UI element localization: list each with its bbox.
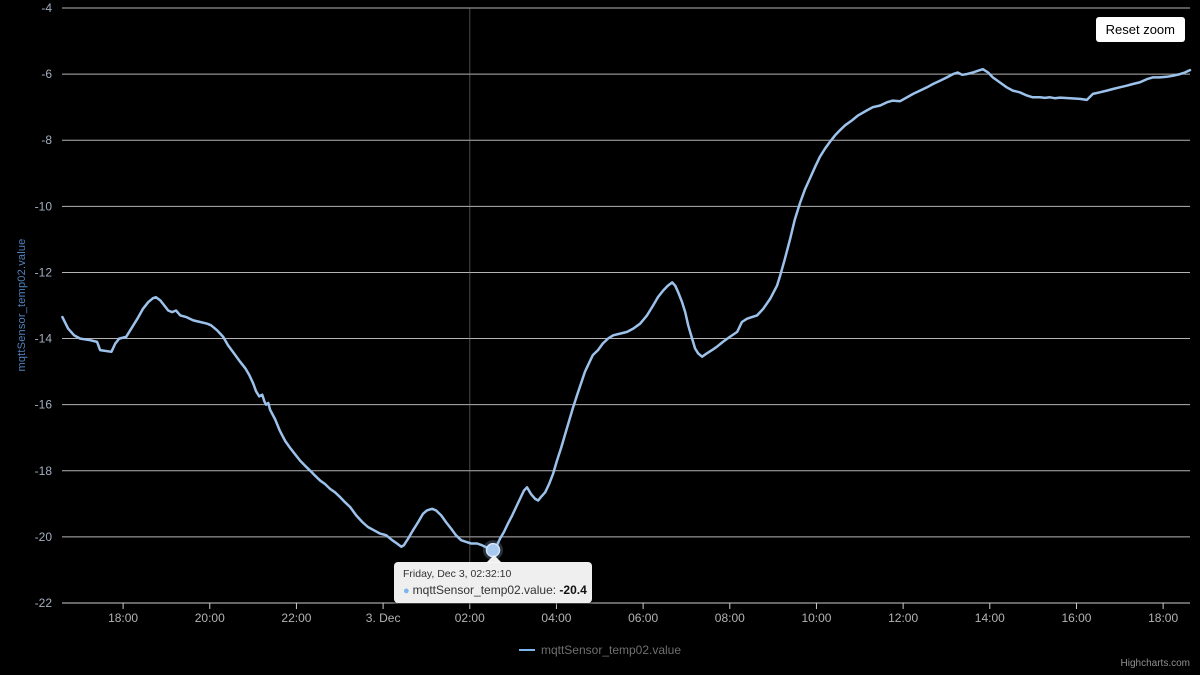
legend-line-icon <box>518 649 535 651</box>
highcharts-credits[interactable]: Highcharts.com <box>1120 658 1190 669</box>
y-axis-tick-label: -10 <box>35 199 53 213</box>
x-axis-tick-label: 3. Dec <box>366 611 401 625</box>
x-axis-tick-label: 06:00 <box>628 611 658 625</box>
legend-label: mqttSensor_temp02.value <box>540 643 682 657</box>
y-axis-tick-label: -20 <box>35 530 53 544</box>
y-axis-tick-label: -8 <box>41 133 52 147</box>
x-axis-tick-label: 08:00 <box>715 611 745 625</box>
y-axis-tick-label: -4 <box>41 1 52 15</box>
y-axis-tick-label: -12 <box>35 265 53 279</box>
x-axis-tick-label: 18:00 <box>1148 611 1178 625</box>
x-axis-tick-label: 18:00 <box>108 611 138 625</box>
series-line[interactable] <box>61 67 1192 552</box>
x-axis-tick-label: 22:00 <box>281 611 311 625</box>
y-axis-title: mqttSensor_temp02.value <box>16 238 28 372</box>
y-axis-tick-label: -6 <box>41 67 52 81</box>
x-axis-tick-label: 10:00 <box>801 611 831 625</box>
x-axis-tick-label: 14:00 <box>975 611 1005 625</box>
x-axis-tick-label: 12:00 <box>888 611 918 625</box>
y-axis-tick-label: -14 <box>35 332 53 346</box>
x-axis-tick-label: 04:00 <box>541 611 571 625</box>
x-axis-tick-label: 16:00 <box>1061 611 1091 625</box>
hovered-point-marker[interactable] <box>485 542 501 558</box>
y-axis-tick-label: -16 <box>35 398 53 412</box>
reset-zoom-button[interactable]: Reset zoom <box>1095 17 1185 42</box>
y-axis-tick-label: -22 <box>35 596 53 610</box>
x-axis-tick-label: 02:00 <box>455 611 485 625</box>
legend-item[interactable]: mqttSensor_temp02.value <box>0 643 1200 657</box>
y-axis-tick-label: -18 <box>35 464 53 478</box>
x-axis-tick-label: 20:00 <box>195 611 225 625</box>
